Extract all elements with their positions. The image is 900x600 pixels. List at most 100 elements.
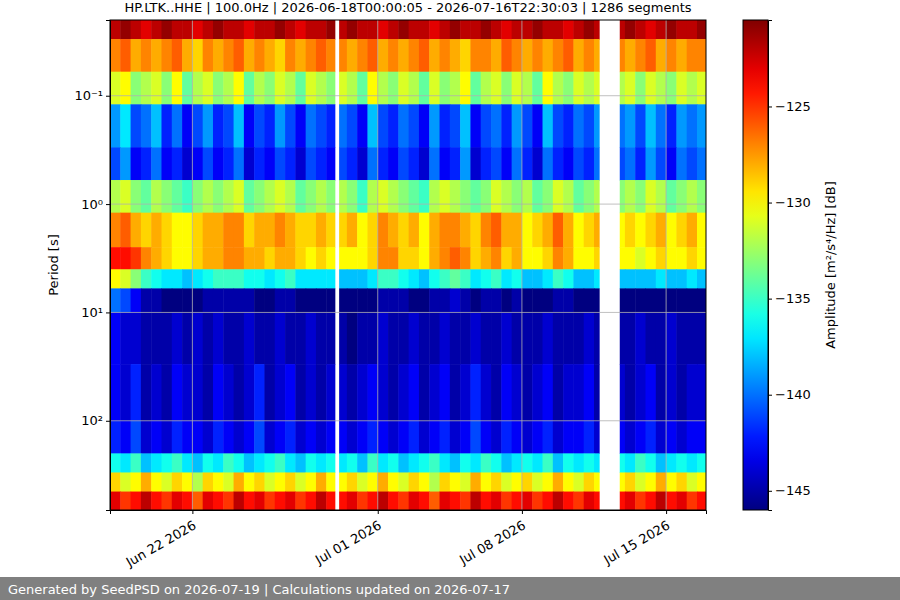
cell <box>666 20 677 40</box>
cell <box>378 20 389 40</box>
cell <box>172 288 183 313</box>
cell <box>388 180 399 213</box>
cell <box>620 20 626 40</box>
cell <box>697 20 706 40</box>
cell <box>234 213 245 248</box>
cell <box>398 364 409 421</box>
cell <box>172 180 183 213</box>
cell <box>563 213 574 248</box>
cell <box>398 20 409 40</box>
cell <box>244 421 255 454</box>
cell <box>172 269 183 289</box>
cell <box>491 39 502 72</box>
cell <box>151 180 162 213</box>
cell <box>339 472 347 492</box>
cell <box>440 472 451 492</box>
cell <box>316 213 327 248</box>
cell <box>172 147 183 180</box>
cell <box>339 421 347 454</box>
cell <box>532 180 543 213</box>
cell <box>172 312 183 364</box>
cell <box>676 247 687 270</box>
cell <box>398 247 409 270</box>
cell <box>522 20 533 40</box>
cell <box>543 312 554 364</box>
cell <box>512 147 523 180</box>
cell <box>625 247 636 270</box>
cell <box>141 492 152 510</box>
cell <box>357 247 368 270</box>
cell <box>440 72 451 105</box>
cell <box>645 364 656 421</box>
cell <box>620 288 626 313</box>
grid-line <box>521 20 522 510</box>
cell <box>491 364 502 421</box>
cell <box>264 453 275 473</box>
cell <box>481 421 492 454</box>
cell <box>687 39 698 72</box>
cell <box>275 180 286 213</box>
cell <box>532 364 543 421</box>
cell <box>388 364 399 421</box>
tick-label: 10¹ <box>81 305 103 320</box>
cell <box>264 472 275 492</box>
cell <box>295 472 306 492</box>
cell <box>285 312 296 364</box>
cell <box>141 453 152 473</box>
cell <box>440 147 451 180</box>
cell <box>620 39 626 72</box>
cell <box>522 39 533 72</box>
cell <box>532 453 543 473</box>
cell <box>141 72 152 105</box>
cell <box>573 472 584 492</box>
tick: Jul 15 2026 <box>600 510 672 568</box>
cell <box>264 104 275 148</box>
cell <box>275 39 286 72</box>
cell <box>635 247 646 270</box>
cell <box>192 472 203 492</box>
cell <box>409 453 420 473</box>
cell <box>460 180 471 213</box>
cell <box>120 213 131 248</box>
cell <box>409 213 420 248</box>
cell <box>141 247 152 270</box>
cell <box>357 421 368 454</box>
cell <box>635 213 646 248</box>
cell <box>306 421 317 454</box>
cell <box>522 312 533 364</box>
cell <box>275 213 286 248</box>
cell <box>470 453 481 473</box>
cell <box>543 147 554 180</box>
cell <box>656 180 667 213</box>
cell <box>553 147 564 180</box>
cell <box>285 20 296 40</box>
cell <box>254 213 265 248</box>
cell <box>594 421 600 454</box>
cell <box>645 247 656 270</box>
cell <box>339 72 347 105</box>
cell <box>563 269 574 289</box>
cell <box>213 20 224 40</box>
cell <box>203 39 214 72</box>
cell <box>460 364 471 421</box>
cell <box>131 472 142 492</box>
cell <box>367 247 378 270</box>
cell <box>367 72 378 105</box>
cell <box>398 269 409 289</box>
cell <box>120 39 131 72</box>
cell <box>697 269 706 289</box>
cell <box>620 147 626 180</box>
cell <box>347 213 358 248</box>
cell <box>645 421 656 454</box>
cell <box>440 247 451 270</box>
cell <box>563 312 574 364</box>
grid-line <box>110 420 706 421</box>
cell <box>584 312 595 364</box>
cell <box>388 288 399 313</box>
cell <box>419 213 430 248</box>
cell <box>409 104 420 148</box>
cell <box>481 104 492 148</box>
cell <box>306 72 317 105</box>
cell <box>470 269 481 289</box>
cell <box>254 20 265 40</box>
